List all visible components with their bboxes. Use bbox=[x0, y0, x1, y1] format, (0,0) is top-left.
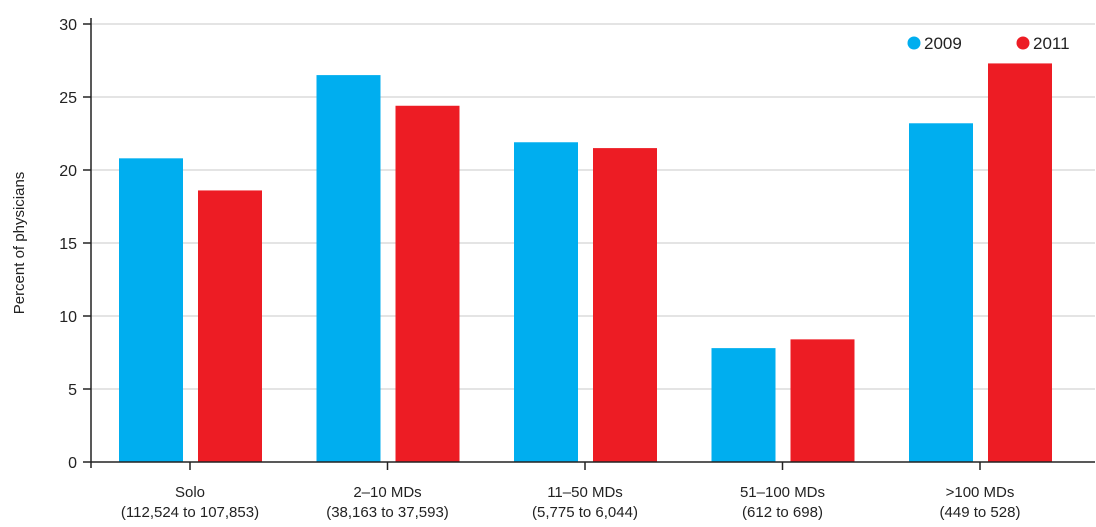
y-tick-labels: 0 5 10 15 20 25 30 bbox=[59, 17, 77, 472]
x-category-labels: Solo (112,524 to 107,853) 2–10 MDs (38,163 … bbox=[121, 484, 1021, 521]
bar-2011-3 bbox=[790, 339, 855, 462]
y-tick-label: 5 bbox=[68, 382, 77, 399]
x-category-sublabel: (112,524 to 107,853) bbox=[121, 504, 259, 521]
legend-label-2009: 2009 bbox=[924, 34, 962, 53]
legend-swatch-2011 bbox=[1016, 36, 1030, 50]
bar-2011-4 bbox=[988, 63, 1052, 463]
bar-2009-1 bbox=[316, 75, 381, 462]
bar-2009-3 bbox=[711, 348, 776, 462]
x-category-label: 2–10 MDs bbox=[353, 484, 421, 501]
bars bbox=[119, 63, 1052, 463]
x-category-label: 11–50 MDs bbox=[547, 484, 623, 501]
y-tick-label: 0 bbox=[68, 455, 77, 472]
bar-2009-2 bbox=[514, 142, 578, 462]
y-tick-label: 20 bbox=[59, 163, 77, 180]
legend-swatch-2009 bbox=[907, 36, 921, 50]
legend: 2009 2011 bbox=[907, 34, 1070, 53]
x-category-sublabel: (612 to 698) bbox=[742, 504, 823, 521]
y-axis-title: Percent of physicians bbox=[11, 172, 28, 315]
axes bbox=[83, 18, 1095, 470]
bar-2009-0 bbox=[119, 158, 183, 462]
x-category-label: Solo bbox=[175, 484, 205, 501]
y-tick-label: 10 bbox=[59, 309, 77, 326]
legend-label-2011: 2011 bbox=[1033, 34, 1070, 53]
y-tick-label: 30 bbox=[59, 17, 77, 34]
x-category-sublabel: (38,163 to 37,593) bbox=[326, 504, 449, 521]
x-category-label: >100 MDs bbox=[946, 484, 1015, 501]
bar-2009-4 bbox=[909, 123, 973, 462]
bar-2011-1 bbox=[395, 105, 460, 462]
y-tick-label: 25 bbox=[59, 90, 77, 107]
x-category-sublabel: (5,775 to 6,044) bbox=[532, 504, 638, 521]
bar-2011-2 bbox=[593, 148, 657, 462]
x-category-sublabel: (449 to 528) bbox=[940, 504, 1021, 521]
y-tick-label: 15 bbox=[59, 236, 77, 253]
x-category-label: 51–100 MDs bbox=[740, 484, 825, 501]
bar-2011-0 bbox=[198, 190, 262, 462]
